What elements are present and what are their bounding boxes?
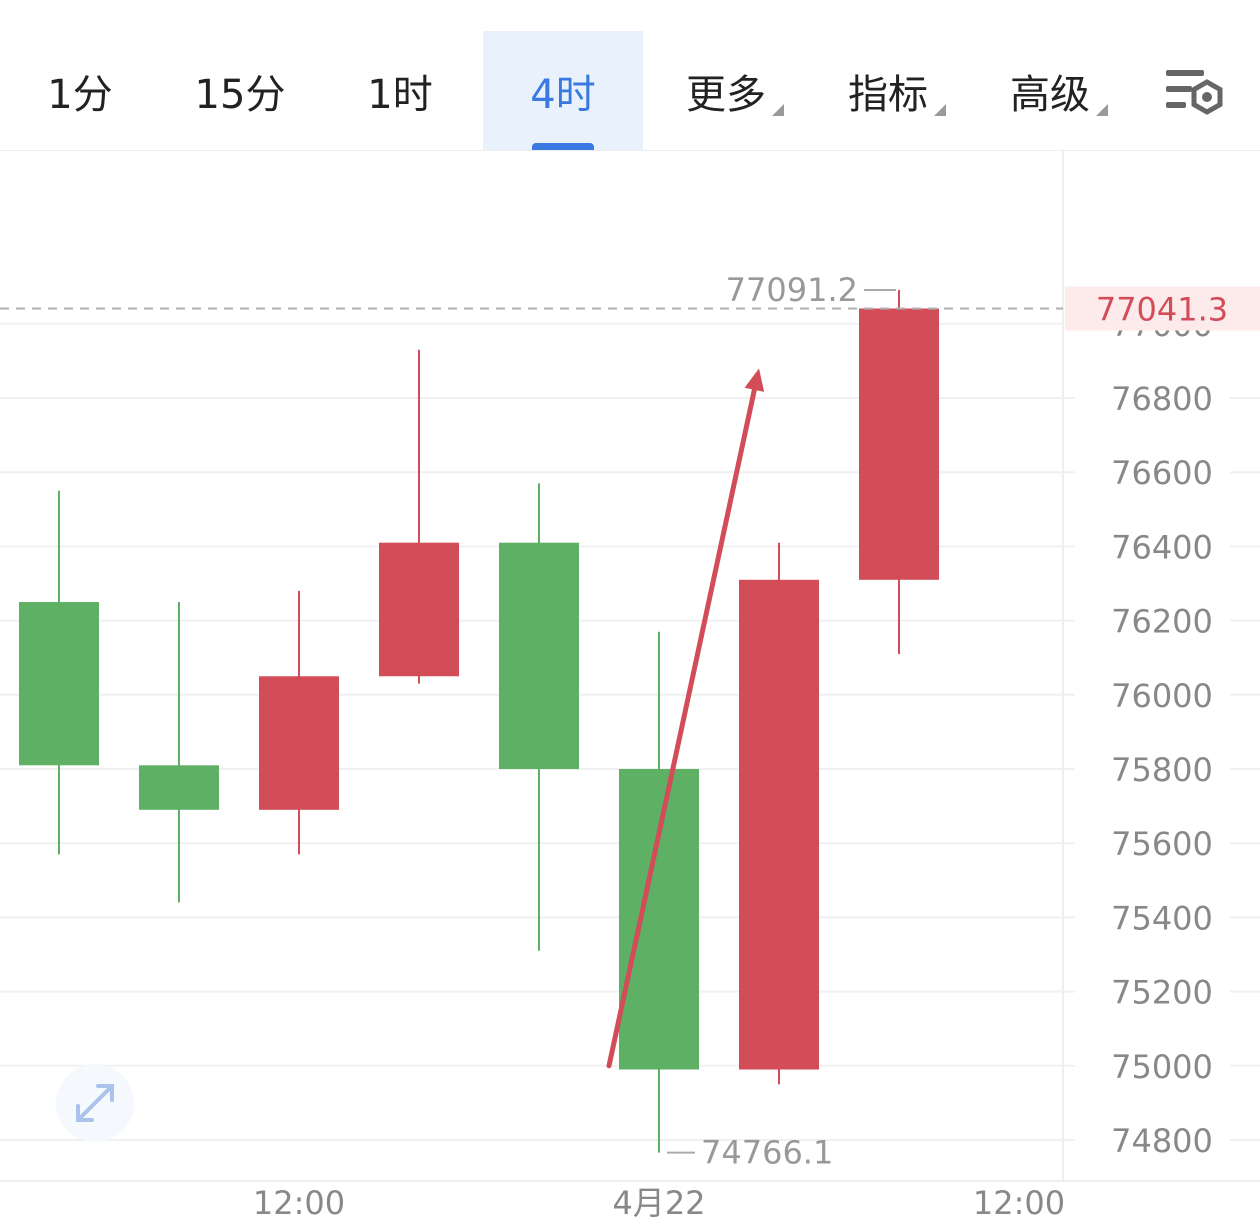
- tab-label: 4时: [530, 71, 596, 118]
- y-tick-label: 74800: [1111, 1122, 1213, 1160]
- expand-icon: [76, 1084, 114, 1122]
- candle-body: [619, 769, 699, 1070]
- y-tick-label: 76600: [1111, 454, 1213, 492]
- timeframe-toolbar: 1分 15分 1时 4时 更多 指标 高级: [0, 0, 1260, 151]
- y-tick-label: 75800: [1111, 751, 1213, 789]
- candle-body: [499, 542, 579, 769]
- x-tick-label: 12:00: [253, 1184, 345, 1222]
- high-price-label: 77091.2: [726, 271, 858, 309]
- candle-body: [139, 765, 219, 810]
- candle-body: [259, 676, 339, 810]
- y-tick-label: 76000: [1111, 677, 1213, 715]
- chart-settings-icon[interactable]: [1162, 64, 1226, 120]
- y-tick-label: 75000: [1111, 1048, 1213, 1086]
- tab-4hour[interactable]: 4时: [483, 31, 643, 150]
- y-tick-label: 75400: [1111, 899, 1213, 937]
- tab-1min[interactable]: 1分: [20, 31, 140, 150]
- tab-label: 更多: [686, 71, 766, 118]
- candle-body: [379, 542, 459, 677]
- tab-label: 1分: [47, 71, 113, 118]
- trend-arrow-head: [744, 368, 765, 392]
- y-tick-label: 76800: [1111, 380, 1213, 418]
- tab-15min[interactable]: 15分: [180, 31, 300, 150]
- tab-1hour[interactable]: 1时: [340, 31, 460, 150]
- fullscreen-button[interactable]: [56, 1064, 134, 1142]
- x-tick-label: 4月22: [612, 1184, 705, 1222]
- last-price-label: 77041.3: [1096, 290, 1228, 328]
- y-tick-label: 75200: [1111, 974, 1213, 1012]
- tab-label: 15分: [194, 71, 286, 118]
- candle-body: [859, 308, 939, 580]
- tab-advanced[interactable]: 高级: [994, 31, 1124, 150]
- low-price-label: 74766.1: [701, 1134, 833, 1172]
- tab-label: 1时: [367, 71, 433, 118]
- active-tab-indicator: [532, 143, 594, 150]
- dropdown-corner-icon: [1096, 104, 1108, 116]
- trend-arrow-line: [606, 387, 757, 1069]
- candlestick-chart: 76800 76600 76400 76200 76000 75800 75600 75400…: [0, 151, 1260, 1222]
- y-tick-label: 76400: [1111, 528, 1213, 566]
- dropdown-corner-icon: [934, 104, 946, 116]
- x-tick-label: 12:00: [973, 1184, 1065, 1222]
- last-price-tag: [1065, 286, 1260, 331]
- candle-body: [19, 602, 99, 766]
- y-tick-label: 76200: [1111, 603, 1213, 641]
- tab-label: 指标: [848, 71, 928, 118]
- y-tick-label: 75600: [1111, 825, 1213, 863]
- dropdown-corner-icon: [772, 104, 784, 116]
- tab-label: 高级: [1010, 71, 1090, 118]
- tab-indicators[interactable]: 指标: [832, 31, 962, 150]
- candle-body: [739, 579, 819, 1070]
- tab-more[interactable]: 更多: [670, 31, 800, 150]
